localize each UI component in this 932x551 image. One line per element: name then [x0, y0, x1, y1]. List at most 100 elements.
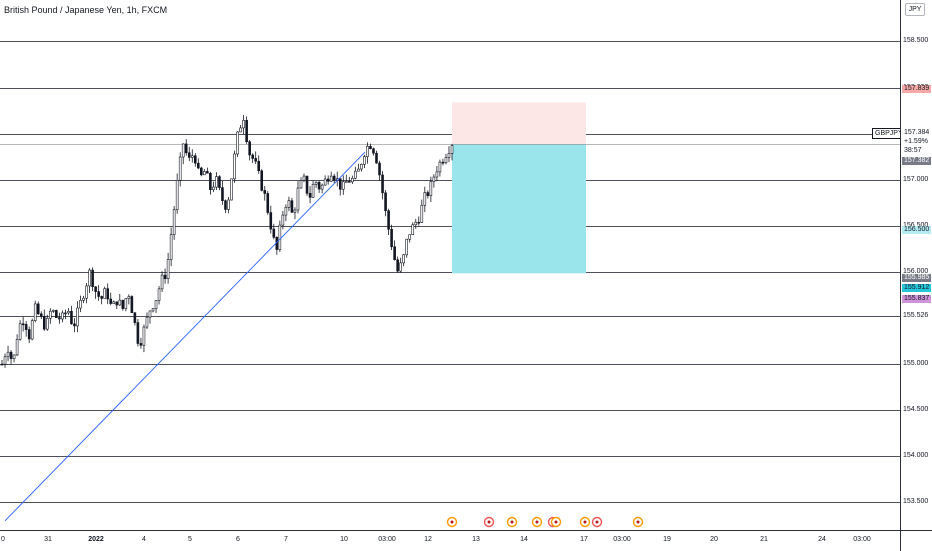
- candle-body: [163, 274, 167, 280]
- candle-body: [139, 343, 143, 346]
- candle-body: [317, 182, 321, 190]
- candle-body: [260, 170, 264, 191]
- time-axis-label: 03:00: [613, 536, 631, 543]
- candle-body: [366, 145, 369, 157]
- candle-body: [118, 299, 122, 306]
- candle-body: [245, 120, 248, 143]
- candle-body: [12, 354, 16, 359]
- candle-body: [278, 224, 282, 250]
- candle-body: [239, 127, 242, 133]
- candle-body: [133, 312, 137, 323]
- candle-body: [323, 178, 327, 186]
- target-price-label: 156.500: [902, 226, 932, 234]
- candle-body: [314, 182, 318, 185]
- candle-body: [432, 176, 436, 183]
- candle-body: [166, 259, 170, 280]
- candle-body: [299, 180, 303, 189]
- candle-body: [187, 152, 191, 158]
- indicator-level-3: 155.837: [902, 295, 932, 303]
- candle-body: [420, 204, 424, 223]
- candle-body: [263, 190, 267, 194]
- candle-body: [296, 187, 300, 211]
- candle-body: [441, 161, 445, 164]
- candle-body: [405, 238, 408, 256]
- candle-body: [369, 145, 372, 150]
- candle-body: [429, 181, 433, 196]
- candle-body: [233, 153, 236, 180]
- time-axis-label: 24: [818, 536, 826, 543]
- candle-body: [112, 301, 116, 304]
- stop-price-label: 157.839: [902, 85, 932, 93]
- price-axis-label: 154.000: [903, 452, 929, 460]
- candle-body: [58, 317, 61, 320]
- time-axis-label: 7: [284, 536, 288, 543]
- candle-body: [438, 161, 442, 173]
- candle-body: [27, 329, 31, 340]
- candle-body: [154, 300, 158, 309]
- candle-body: [178, 156, 182, 181]
- time-axis-label: 12: [424, 536, 432, 543]
- candle-body: [200, 167, 203, 176]
- candle-body: [341, 181, 345, 190]
- price-axis-label: 155.000: [903, 360, 929, 368]
- stop-loss-zone[interactable]: [452, 102, 586, 145]
- time-axis-label: 6: [236, 536, 240, 543]
- candle-body: [224, 200, 227, 210]
- price-axis-label: 156.000: [903, 267, 929, 275]
- candle-body: [351, 177, 354, 183]
- candle-body: [142, 326, 146, 346]
- candle-body: [172, 209, 176, 235]
- candle-body: [49, 310, 52, 319]
- time-axis-label: 4: [142, 536, 146, 543]
- time-axis-label: 21: [760, 536, 768, 543]
- candle-body: [338, 178, 342, 190]
- candle-body: [94, 286, 97, 292]
- bid-price-label: 157.382: [902, 157, 932, 165]
- bar-countdown-label: 38:57: [902, 147, 924, 155]
- time-axis-label: 19: [663, 536, 671, 543]
- candle-body: [242, 120, 245, 129]
- candle-body: [281, 214, 285, 226]
- chart-canvas[interactable]: [0, 0, 900, 530]
- time-axis-label: 31: [44, 536, 52, 543]
- candle-body: [24, 324, 28, 330]
- candlestick-series: [0, 114, 454, 368]
- time-axis[interactable]: [0, 530, 900, 551]
- candle-body: [447, 153, 451, 158]
- trendline[interactable]: [4, 151, 366, 522]
- time-axis-label: 0: [1, 536, 5, 543]
- symbol-title: British Pound / Japanese Yen, 1h, FXCM: [4, 5, 168, 15]
- event-marker-dot: [510, 520, 514, 524]
- candle-body: [115, 301, 119, 306]
- candle-body: [197, 162, 200, 169]
- candle-body: [230, 178, 233, 201]
- candle-body: [42, 316, 46, 330]
- candle-body: [381, 174, 384, 194]
- candle-body: [326, 178, 330, 182]
- take-profit-zone[interactable]: [452, 144, 586, 274]
- time-axis-label: 17: [580, 536, 588, 543]
- candle-body: [21, 323, 25, 326]
- candle-body: [82, 297, 85, 301]
- candle-body: [127, 296, 131, 299]
- candle-body: [91, 269, 94, 288]
- candle-body: [33, 303, 37, 321]
- candle-body: [444, 157, 448, 163]
- event-marker-dot: [595, 520, 599, 524]
- candle-body: [30, 320, 34, 340]
- candle-body: [399, 262, 402, 272]
- currency-badge[interactable]: JPY: [905, 3, 925, 16]
- candle-body: [206, 171, 209, 174]
- price-axis-label: 157.000: [903, 175, 929, 183]
- candle-body: [88, 269, 91, 287]
- economic-events: [446, 516, 644, 528]
- candle-body: [79, 300, 82, 309]
- event-marker-dot: [636, 520, 640, 524]
- candle-body: [390, 228, 393, 248]
- candle-body: [435, 171, 439, 178]
- event-marker-dot: [583, 520, 587, 524]
- candle-body: [402, 254, 405, 264]
- candle-body: [332, 175, 336, 181]
- candle-body: [61, 312, 64, 320]
- time-axis-label: 03:00: [853, 536, 871, 543]
